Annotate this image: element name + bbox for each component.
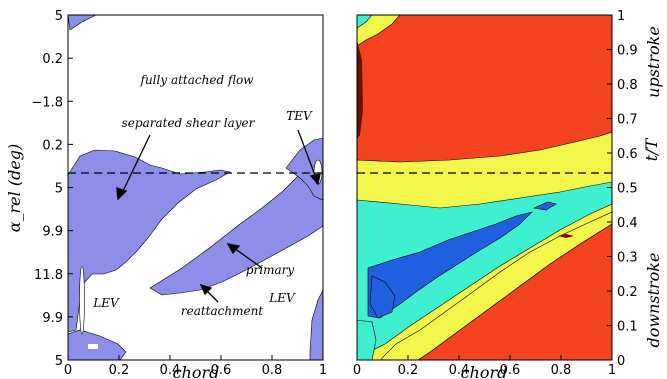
x-tick-label: 0.8 <box>262 363 283 378</box>
y-tick-label: 0.6 <box>617 147 638 162</box>
left-x-ticks: 0 0.2 0.4 0.6 0.8 1 <box>64 355 327 378</box>
contour-cyan-bottom <box>357 319 377 360</box>
annotation-lev-left: LEV <box>92 296 120 310</box>
x-tick-label: 0.8 <box>551 363 572 378</box>
x-tick-label: 1 <box>608 363 616 378</box>
annotation-arrows <box>116 129 321 303</box>
right-y-axis-title: t/T <box>642 137 661 161</box>
y-tick-label: 0.4 <box>617 216 638 231</box>
y-tick-label: 5 <box>55 182 63 197</box>
left-contours <box>68 15 323 360</box>
separated-region-upper <box>68 149 231 333</box>
x-tick-label: 0.4 <box>449 363 470 378</box>
left-x-axis-title: chord <box>173 363 220 379</box>
x-tick-label: 0 <box>64 363 72 378</box>
x-tick-label: 0.6 <box>211 363 232 378</box>
left-panel: fully attached flow separated shear laye… <box>5 9 327 379</box>
y-tick-label: 0.5 <box>617 182 638 197</box>
upstroke-label: upstroke <box>644 26 663 98</box>
y-tick-label: 0 <box>617 354 625 369</box>
annotation-reattachment: reattachment <box>181 304 263 318</box>
x-tick-label: 0.2 <box>398 363 419 378</box>
y-tick-label: 1 <box>617 9 625 24</box>
contour-cyan-top <box>357 15 373 29</box>
y-tick-label: 0.3 <box>617 251 638 266</box>
separated-region-lower-right <box>309 289 323 360</box>
contour-dark-red-le <box>357 40 363 140</box>
attached-hole <box>79 265 85 335</box>
downstroke-label: downstroke <box>644 253 663 348</box>
contour-dark-streak <box>558 234 574 238</box>
x-tick-label: 0.2 <box>109 363 130 378</box>
y-tick-label: 11.8 <box>34 268 63 283</box>
y-tick-label: 5 <box>55 354 63 369</box>
annotation-primary: primary <box>246 263 295 277</box>
left-y-ticks: 5 0.2 −1.8 0.2 5 9.9 11.8 9.9 5 <box>31 9 73 369</box>
right-x-axis-title: chord <box>461 363 508 379</box>
y-tick-label: 0.8 <box>617 78 638 93</box>
y-tick-label: 9.9 <box>42 311 63 326</box>
separated-region-top-edge <box>68 15 97 31</box>
y-tick-label: 0.9 <box>617 44 638 59</box>
y-tick-label: 0.2 <box>42 138 63 153</box>
y-tick-label: 0.1 <box>617 320 638 335</box>
contour-blue-streak <box>532 201 557 211</box>
annotation-fully-attached: fully attached flow <box>140 73 255 87</box>
contour-blue-lower <box>369 275 396 319</box>
x-tick-label: 0.4 <box>160 363 181 378</box>
annotation-lev-right: LEV <box>268 291 296 305</box>
right-x-ticks: 0 0.2 0.4 0.6 0.8 1 <box>353 355 616 378</box>
y-tick-label: 5 <box>55 9 63 24</box>
x-tick-label: 0 <box>353 363 361 378</box>
right-panel: 0 0.1 0.2 0.3 0.4 0.5 0.6 0.7 0.8 0.9 1 0 0.2 0.4 0.6… <box>353 9 663 379</box>
y-tick-label: 0.7 <box>617 113 638 128</box>
contour-yellow-top <box>357 15 401 47</box>
attached-hole <box>88 344 98 349</box>
right-y-ticks: 0 0.1 0.2 0.3 0.4 0.5 0.6 0.7 0.8 0.9 1 <box>607 9 638 369</box>
y-tick-label: 0.2 <box>42 52 63 67</box>
right-contours <box>357 15 612 360</box>
y-tick-label: 9.9 <box>42 225 63 240</box>
left-y-axis-title: α_rel (deg) <box>5 144 24 233</box>
x-tick-label: 0.6 <box>500 363 521 378</box>
y-tick-label: −1.8 <box>31 95 63 110</box>
contour-yellow-rim <box>381 211 612 360</box>
annotation-shear-layer: separated shear layer <box>122 116 256 130</box>
separated-region-primary <box>149 143 323 296</box>
annotation-tev: TEV <box>286 109 313 123</box>
contour-cyan-wedge <box>357 181 612 359</box>
x-tick-label: 1 <box>319 363 327 378</box>
y-tick-label: 0.2 <box>617 285 638 300</box>
